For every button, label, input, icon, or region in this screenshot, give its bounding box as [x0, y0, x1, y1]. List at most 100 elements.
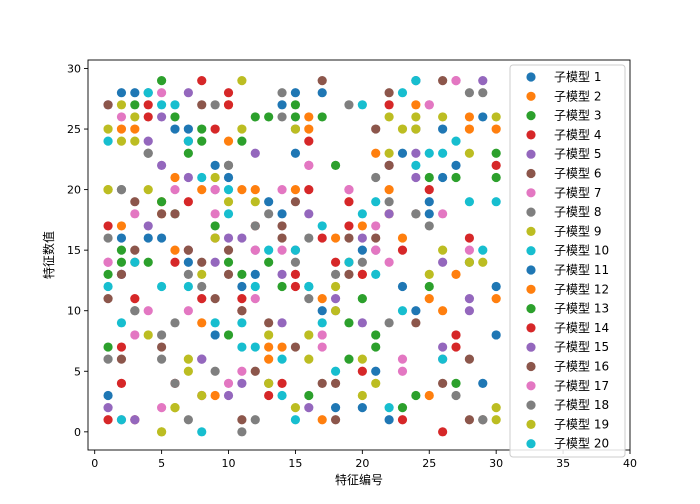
data-point-s16-10 — [250, 366, 260, 376]
data-point-s8-17 — [344, 100, 354, 110]
data-point-s18-3 — [130, 306, 140, 316]
data-point-s18-20 — [451, 390, 461, 401]
y-tick-label: 5 — [74, 365, 81, 378]
data-point-s13-5 — [170, 112, 180, 122]
data-point-s8-12 — [250, 415, 260, 425]
data-point-s15-12 — [277, 318, 287, 328]
data-point-s6-3 — [130, 197, 140, 207]
data-point-s16-17 — [384, 160, 394, 170]
data-point-s12-2 — [130, 124, 140, 134]
data-point-s5-16 — [384, 209, 394, 219]
data-point-s2-19 — [464, 124, 475, 134]
data-point-s7-9 — [223, 378, 234, 388]
legend-entry-17: 子模型 17 — [554, 379, 609, 393]
data-point-s10-8 — [223, 209, 234, 219]
data-point-s12-5 — [197, 185, 207, 195]
data-point-s17-6 — [170, 185, 180, 195]
data-point-s11-16 — [424, 209, 434, 219]
y-tick-label: 10 — [67, 305, 81, 318]
data-point-s12-17 — [424, 294, 434, 304]
data-point-s17-21 — [464, 245, 475, 255]
legend-entry-10: 子模型 10 — [554, 244, 609, 258]
data-point-s11-4 — [183, 124, 193, 134]
data-point-s20-13 — [277, 390, 287, 401]
data-point-s4-19 — [451, 342, 461, 352]
data-point-s3-13 — [304, 390, 314, 401]
data-point-s13-9 — [237, 269, 247, 279]
data-point-s6-17 — [384, 88, 394, 98]
data-point-s18-11 — [264, 209, 274, 219]
data-point-s8-9 — [210, 100, 220, 110]
data-point-s18-7 — [183, 269, 193, 279]
data-point-s15-19 — [438, 342, 448, 352]
data-point-s17-1 — [103, 257, 113, 267]
legend-entry-18: 子模型 18 — [554, 398, 609, 412]
data-point-s15-5 — [157, 160, 167, 170]
legend-marker-15 — [526, 342, 536, 352]
data-point-s3-20 — [491, 148, 501, 158]
data-point-s5-9 — [237, 378, 247, 388]
data-point-s11-12 — [357, 245, 367, 255]
data-point-s18-13 — [290, 257, 301, 267]
data-point-s14-19 — [438, 427, 448, 437]
data-point-s9-25 — [491, 415, 501, 425]
data-point-s16-4 — [157, 209, 167, 219]
data-point-s9-5 — [143, 185, 153, 195]
data-point-s2-14 — [371, 148, 381, 158]
y-tick-label: 30 — [67, 62, 81, 75]
data-point-s14-12 — [290, 269, 301, 279]
data-point-s18-9 — [223, 160, 234, 170]
data-point-s6-5 — [170, 209, 180, 219]
data-point-s1-19 — [491, 330, 501, 340]
axes-layer: 0 5 10 15 20 25 30 35 40 0 5 10 15 20 25 30 — [67, 59, 637, 470]
data-point-s19-23 — [491, 403, 501, 413]
data-point-s16-6 — [197, 257, 207, 267]
data-point-s13-6 — [197, 136, 207, 146]
data-point-s9-3 — [116, 136, 127, 146]
data-point-s1-3 — [143, 233, 153, 243]
data-point-s15-4 — [143, 136, 153, 146]
data-point-s12-10 — [290, 185, 301, 195]
data-point-s20-11 — [250, 342, 260, 352]
data-point-s9-20 — [411, 112, 421, 122]
data-point-s3-15 — [344, 354, 354, 364]
legend-marker-5 — [526, 149, 536, 159]
data-point-s4-12 — [290, 281, 301, 292]
legend-entry-7: 子模型 7 — [554, 186, 601, 200]
data-point-s7-16 — [384, 257, 394, 267]
data-point-s17-18 — [424, 100, 434, 110]
data-point-s14-17 — [384, 100, 394, 110]
data-point-s12-8 — [250, 185, 260, 195]
data-point-s1-10 — [317, 306, 327, 316]
data-point-s8-14 — [277, 88, 287, 98]
data-point-s3-4 — [157, 75, 167, 86]
data-point-s10-7 — [197, 427, 207, 437]
legend-entry-15: 子模型 15 — [554, 340, 609, 354]
data-point-s12-6 — [210, 390, 220, 401]
data-point-s17-10 — [237, 366, 247, 376]
data-point-s10-19 — [411, 160, 421, 170]
data-point-s2-12 — [330, 233, 341, 243]
data-point-s6-20 — [464, 415, 475, 425]
data-point-s11-5 — [210, 330, 220, 340]
data-point-s10-21 — [464, 197, 475, 207]
series-1 — [103, 75, 501, 425]
data-point-s18-4 — [143, 148, 153, 158]
data-point-s4-16 — [357, 269, 367, 279]
data-point-s5-5 — [183, 88, 193, 98]
data-point-s5-3 — [143, 221, 153, 231]
data-point-s17-4 — [143, 306, 153, 316]
data-point-s20-8 — [210, 318, 220, 328]
data-point-s2-10 — [304, 112, 314, 122]
data-point-s13-16 — [371, 342, 381, 352]
data-point-s6-2 — [116, 354, 127, 364]
data-point-s7-19 — [438, 209, 448, 219]
legend-entry-16: 子模型 16 — [554, 360, 609, 374]
data-point-s13-1 — [103, 342, 113, 352]
data-point-s1-4 — [170, 124, 180, 134]
data-point-s20-5 — [157, 100, 167, 110]
data-point-s14-6 — [183, 197, 193, 207]
data-point-s19-11 — [237, 124, 247, 134]
